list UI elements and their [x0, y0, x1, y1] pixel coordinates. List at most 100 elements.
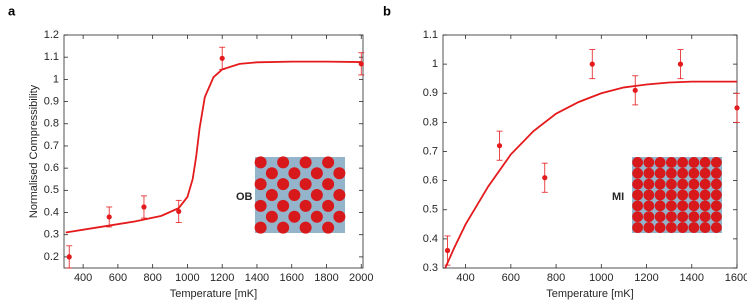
inset-atom	[333, 167, 346, 180]
inset-atom	[310, 189, 323, 201]
inset-atom	[277, 221, 290, 234]
y-tick-label: 1.1	[44, 51, 59, 63]
inset-atom	[665, 222, 677, 233]
fit-line	[65, 60, 362, 234]
inset-atom	[254, 156, 267, 169]
inset-atom	[288, 167, 301, 180]
inset-atom	[677, 211, 689, 223]
inset-atom	[688, 178, 700, 190]
inset-atom	[265, 210, 278, 223]
x-tick-label: 1000	[589, 272, 613, 284]
x-tick-label: 1200	[210, 272, 234, 284]
x-tick-label: 400	[456, 272, 474, 284]
inset-atom	[643, 178, 655, 190]
inset-atom	[699, 211, 711, 223]
x-tick-label: 1800	[314, 272, 338, 284]
inset-atom	[333, 210, 346, 223]
y-axis-label: Normalised Compressibility	[28, 84, 40, 218]
data-point	[358, 61, 364, 67]
inset-atom	[677, 167, 689, 179]
x-tick-label: 600	[109, 272, 127, 284]
data-point	[734, 105, 740, 111]
inset-atom	[665, 167, 677, 179]
inset-atom	[254, 199, 267, 212]
inset-atom	[632, 222, 644, 233]
inset-atom	[710, 222, 722, 233]
y-tick-label: 1.2	[44, 29, 59, 41]
data-point	[444, 247, 451, 254]
inset-atom	[688, 211, 700, 223]
data-point	[106, 214, 112, 220]
inset-atom	[632, 189, 644, 201]
inset-atom	[688, 167, 700, 179]
inset-atom	[322, 178, 335, 191]
inset-atom	[299, 156, 312, 169]
inset-atom	[632, 200, 644, 212]
inset-atom	[665, 189, 677, 201]
x-tick-label: 1200	[634, 272, 658, 284]
y-tick-label: 0.9	[423, 87, 438, 99]
inset-atom	[710, 167, 722, 179]
inset-atom	[710, 178, 722, 190]
x-axis-label: Temperature [mK]	[546, 288, 633, 300]
x-tick-label: 1000	[175, 272, 199, 284]
x-tick-label: 1400	[680, 272, 704, 284]
inset-atom	[322, 199, 335, 212]
y-tick-label: 1	[432, 58, 438, 70]
x-tick-label: 400	[74, 272, 92, 284]
y-tick-label: 0.7	[423, 145, 438, 157]
x-tick-label: 800	[547, 272, 565, 284]
inset-atom	[654, 189, 666, 201]
inset-atom	[632, 211, 644, 223]
inset-atom	[654, 167, 666, 179]
inset-atom	[654, 211, 666, 223]
annotation: MI	[612, 191, 624, 203]
x-tick-label: 2000	[349, 272, 373, 284]
data-point	[66, 254, 72, 260]
inset-atom	[688, 189, 700, 201]
x-axis-label: Temperature [mK]	[170, 288, 257, 300]
inset-atom	[654, 200, 666, 212]
inset-atom	[688, 157, 700, 168]
y-tick-label: 0.8	[423, 116, 438, 128]
inset-atom	[677, 222, 689, 233]
data-point	[542, 175, 548, 181]
chart-panel: b 400 600 800 1000 1200 1400 1600 0.3 0.4 0.5 0.6 0.…	[383, 3, 747, 299]
inset-atom	[643, 189, 655, 201]
inset-atom	[710, 157, 722, 168]
inset-atom	[322, 221, 335, 234]
inset-atom	[310, 167, 323, 180]
inset-atom	[677, 157, 689, 168]
inset-atom	[710, 211, 722, 223]
inset-atom	[665, 211, 677, 223]
data-point	[632, 87, 638, 93]
inset-atom	[699, 222, 711, 233]
inset-atom	[699, 189, 711, 201]
inset-atom	[254, 178, 267, 191]
y-tick-label: 0.3	[423, 262, 438, 274]
y-tick-label: 0.5	[44, 184, 59, 196]
inset-atom	[654, 178, 666, 190]
data-point	[219, 55, 225, 61]
inset-atom	[643, 200, 655, 212]
inset-atom	[277, 178, 290, 191]
y-tick-label: 1	[53, 73, 59, 85]
inset-atom	[299, 221, 312, 234]
inset-atom	[643, 167, 655, 179]
y-tick-label: 1.1	[423, 29, 438, 41]
inset-atom	[322, 156, 335, 169]
inset-atom	[699, 178, 711, 190]
inset-atom	[710, 200, 722, 212]
data-point	[176, 208, 182, 215]
x-tick-label: 1600	[279, 272, 303, 284]
y-tick-label: 0.5	[423, 204, 438, 216]
inset-atom	[643, 222, 655, 233]
panel-label: b	[383, 3, 391, 18]
x-tick-label: 1600	[725, 272, 747, 284]
inset-atom	[643, 157, 655, 168]
inset-atom	[299, 199, 312, 212]
inset-atom	[710, 189, 722, 201]
inset-atom	[699, 200, 711, 212]
inset-atom	[288, 189, 301, 201]
inset-atom	[265, 167, 278, 180]
